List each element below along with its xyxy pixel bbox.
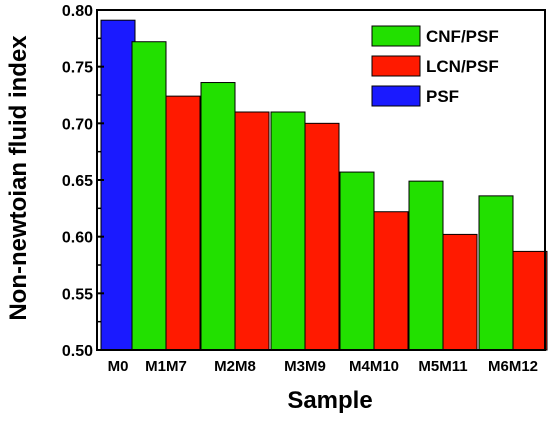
x-tick-label: M6M12 [488,358,538,375]
bar-m8 [234,111,270,351]
legend-swatch [371,25,421,47]
y-tick-label: 0.65 [62,173,93,190]
y-axis-title: Non-newtoian fluid index [5,35,32,321]
x-axis-title: Sample [287,387,372,414]
bar-m3 [270,111,306,351]
bar-m9 [304,122,340,351]
x-tick-label: M4M10 [349,358,399,375]
bar-m12 [512,250,548,351]
legend-swatch [371,55,421,77]
legend-label: PSF [426,87,459,106]
bar-m1 [131,41,167,351]
y-tick-label: 0.60 [62,230,93,247]
bar-m7 [165,95,201,351]
bar-m5 [408,180,444,351]
y-tick-label: 0.75 [62,60,93,77]
legend-label: CNF/PSF [426,27,499,46]
x-tick-label: M3M9 [284,358,326,375]
bar-m11 [442,233,478,351]
bar-m4 [339,171,375,351]
y-tick-label: 0.70 [62,116,93,133]
legend-label: LCN/PSF [426,57,499,76]
legend-swatch [371,85,421,107]
x-tick-label: M2M8 [214,358,256,375]
y-tick-label: 0.50 [62,343,93,360]
bars-layer [100,19,548,351]
y-tick-label: 0.55 [62,286,93,303]
bar-m2 [200,82,236,351]
x-tick-label: M5M11 [418,358,467,375]
legend: CNF/PSF LCN/PSF PSF [371,25,499,107]
x-tick-label: M0 [108,358,129,375]
bar-m0 [100,19,136,351]
bar-m10 [373,211,409,351]
y-tick-label: 0.80 [62,3,93,20]
bar-m6 [478,195,514,351]
x-tick-label: M1M7 [145,358,187,375]
axes-layer: M0 M1M7 M2M8 M3M9 M4M10 M5M11 M6M12 0.50 0.55 0.6… [62,3,546,375]
